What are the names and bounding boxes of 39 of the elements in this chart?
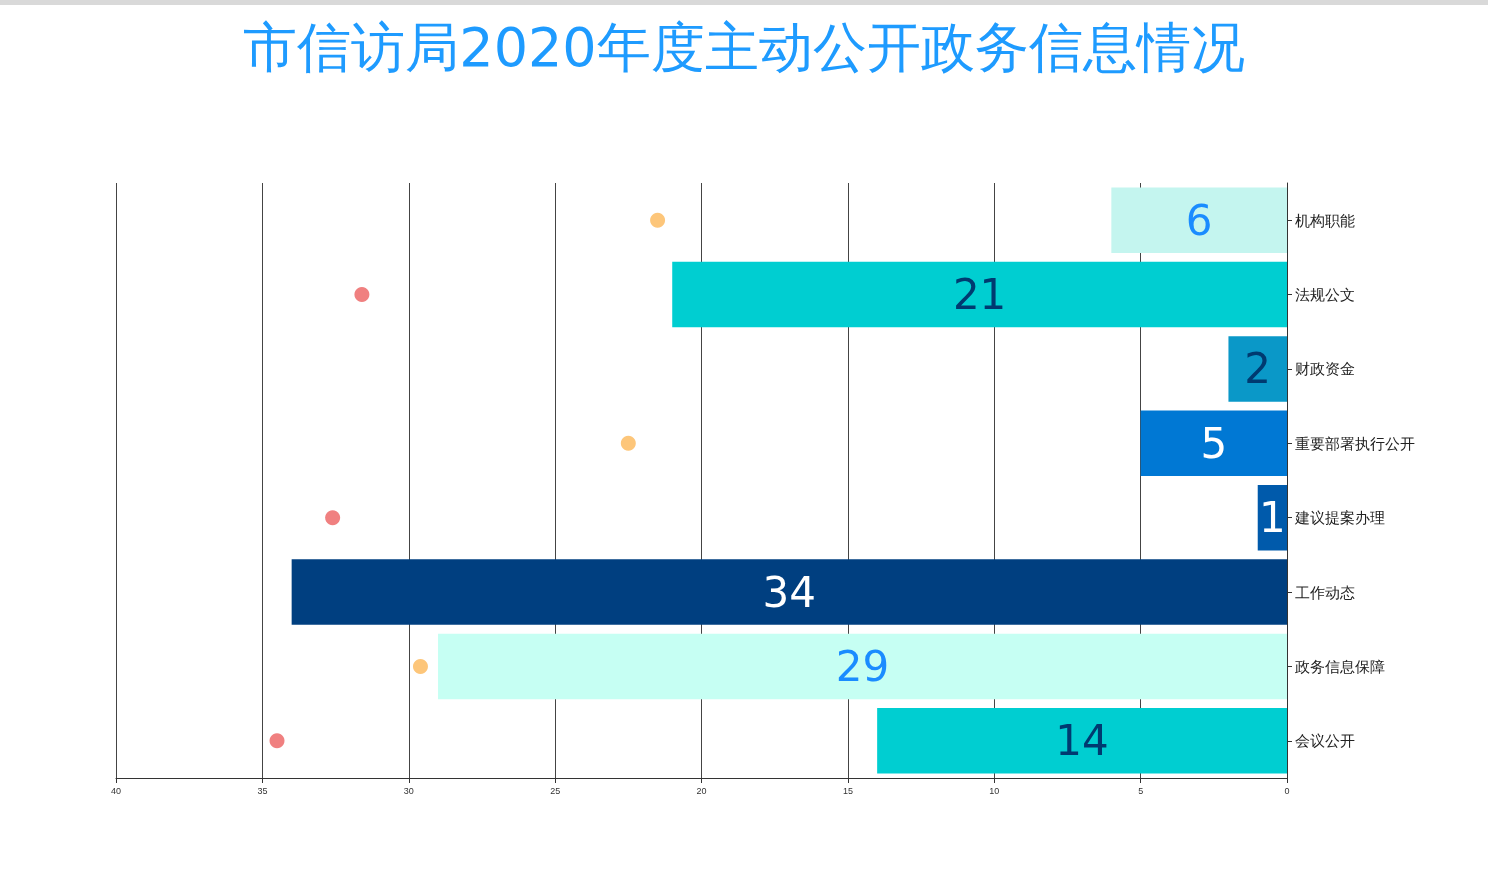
data-label: 5 xyxy=(1200,418,1228,468)
x-tick-label: 10 xyxy=(989,785,1000,796)
bar xyxy=(291,559,1287,625)
point xyxy=(269,733,285,749)
y-tick-label: 财政资金 xyxy=(1295,360,1355,378)
bar xyxy=(438,633,1287,700)
point xyxy=(325,510,341,526)
bar xyxy=(1140,410,1287,477)
data-label: 34 xyxy=(762,567,817,617)
data-label: 21 xyxy=(952,270,1007,320)
data-label: 2 xyxy=(1244,344,1272,394)
data-label: 1 xyxy=(1259,493,1286,543)
x-tick-label: 5 xyxy=(1138,785,1144,796)
y-tick-label: 重要部署执行公开 xyxy=(1295,434,1415,452)
x-tick-label: 20 xyxy=(696,785,707,796)
chart-title: 市信访局2020年度主动公开政务信息情况 xyxy=(243,15,1245,79)
point xyxy=(650,212,666,228)
x-tick-label: 35 xyxy=(257,785,268,796)
point xyxy=(354,287,370,303)
x-tick-label: 25 xyxy=(550,785,561,796)
x-tick-label: 30 xyxy=(403,785,414,796)
y-tick-label: 法规公文 xyxy=(1295,286,1355,304)
data-label: 29 xyxy=(835,641,890,691)
data-label: 14 xyxy=(1055,716,1109,766)
x-tick-label: 0 xyxy=(1284,785,1290,796)
data-label: 6 xyxy=(1185,195,1213,245)
y-tick-label: 政务信息保障 xyxy=(1295,657,1385,675)
point xyxy=(620,435,636,451)
bar xyxy=(877,708,1287,774)
y-tick-label: 建议提案办理 xyxy=(1294,509,1385,527)
y-tick-label: 会议公开 xyxy=(1295,732,1355,750)
bar xyxy=(1228,336,1287,402)
y-tick-label: 机构职能 xyxy=(1295,211,1355,229)
bar xyxy=(672,261,1287,328)
y-tick-label: 工作动态 xyxy=(1295,583,1355,601)
bar xyxy=(1111,187,1287,253)
point xyxy=(412,658,428,674)
x-tick-label: 40 xyxy=(110,785,122,796)
x-tick-label: 15 xyxy=(842,785,853,796)
